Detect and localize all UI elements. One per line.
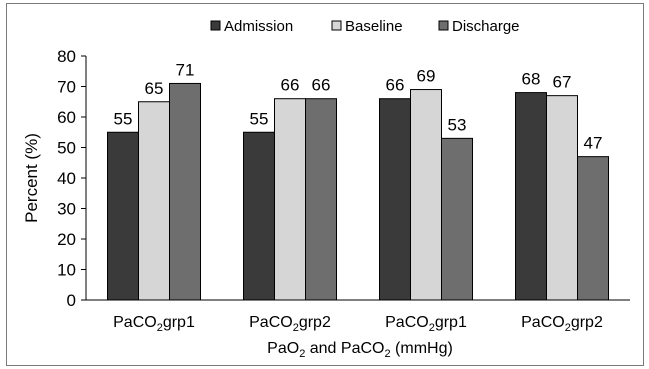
bar — [305, 98, 337, 301]
x-tick-label: PaCO2grp1 — [385, 314, 467, 334]
y-tick-label: 20 — [57, 230, 76, 249]
y-tick-label: 30 — [57, 200, 76, 219]
legend-label: Admission — [224, 18, 293, 35]
data-label: 47 — [584, 134, 603, 153]
data-label: 66 — [312, 76, 331, 95]
bar — [274, 98, 306, 301]
bar — [441, 137, 473, 301]
bar — [515, 92, 547, 301]
x-tick-label: PaCO2grp1 — [113, 314, 195, 334]
bar — [138, 101, 170, 301]
data-label: 68 — [522, 70, 541, 89]
y-axis: 0 10 20 30 40 50 60 70 80 — [57, 47, 87, 310]
legend: Admission Baseline Discharge — [210, 18, 520, 35]
legend-swatch — [210, 20, 221, 31]
x-axis-label: PaO2 and PaCO2 (mmHg) — [267, 340, 453, 360]
y-tick-label: 60 — [57, 108, 76, 127]
bar — [169, 82, 201, 301]
x-axis: PaCO2grp1 PaCO2grp2 PaCO2grp1 PaCO2grp2 — [86, 299, 630, 334]
legend-swatch — [331, 20, 342, 31]
y-tick-label: 70 — [57, 78, 76, 97]
y-axis-label: Percent (%) — [22, 133, 41, 223]
x-tick-label: PaCO2grp2 — [521, 314, 603, 334]
data-label: 66 — [281, 76, 300, 95]
y-tick-label: 40 — [57, 169, 76, 188]
y-tick-label: 50 — [57, 139, 76, 158]
data-label: 65 — [145, 79, 164, 98]
data-label: 66 — [386, 76, 405, 95]
data-label: 55 — [114, 109, 133, 128]
legend-swatch — [438, 20, 449, 31]
x-tick-label: PaCO2grp2 — [249, 314, 331, 334]
bar — [546, 95, 578, 301]
bar — [379, 98, 411, 301]
data-label: 71 — [176, 60, 195, 79]
legend-label: Baseline — [345, 18, 403, 35]
bar — [577, 156, 609, 301]
bar — [243, 131, 275, 301]
data-label: 67 — [553, 73, 572, 92]
legend-label: Discharge — [452, 18, 520, 35]
data-label: 69 — [417, 67, 436, 86]
data-label: 55 — [250, 109, 269, 128]
y-tick-label: 10 — [57, 261, 76, 280]
y-tick-label: 80 — [57, 47, 76, 66]
bar — [410, 89, 442, 301]
bars: 55 55 66 68 65 66 69 67 71 66 53 47 — [107, 60, 609, 301]
data-label: 53 — [448, 115, 467, 134]
y-tick-label: 0 — [67, 291, 76, 310]
bar — [107, 131, 139, 301]
